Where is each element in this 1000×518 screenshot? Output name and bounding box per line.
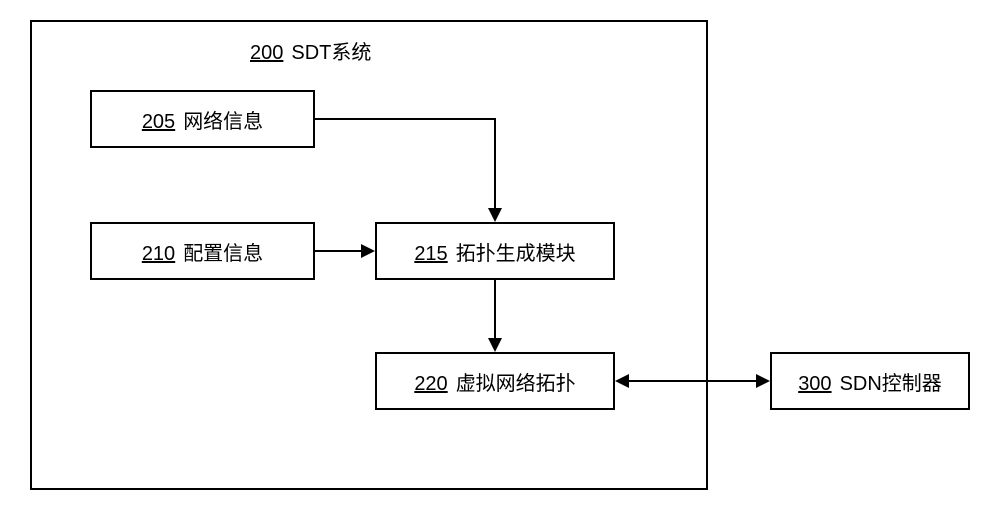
- node-virt-topo: 220 虚拟网络拓扑: [375, 352, 615, 410]
- net-info-id: 205: [142, 111, 175, 134]
- edge-netinfo-topogen-v: [494, 118, 496, 208]
- config-info-id: 210: [142, 243, 175, 266]
- edge-virt-sdn: [629, 380, 756, 382]
- sdn-ctrl-label: SDN控制器: [840, 367, 942, 396]
- virt-topo-id: 220: [414, 373, 447, 396]
- node-sdn-controller: 300 SDN控制器: [770, 352, 970, 410]
- edge-virt-sdn-arrow-left: [615, 374, 629, 388]
- edge-virt-sdn-arrow-right: [756, 374, 770, 388]
- config-info-label: 配置信息: [183, 237, 263, 266]
- virt-topo-label: 虚拟网络拓扑: [456, 367, 576, 396]
- edge-config-topogen: [315, 250, 361, 252]
- edge-topogen-virt: [494, 280, 496, 338]
- topo-gen-id: 215: [414, 243, 447, 266]
- sdn-ctrl-id: 300: [798, 373, 831, 396]
- sdt-id: 200: [250, 42, 283, 64]
- node-topo-gen: 215 拓扑生成模块: [375, 222, 615, 280]
- edge-topogen-virt-arrow: [488, 338, 502, 352]
- sdt-system-title: 200 SDT系统: [250, 36, 371, 65]
- edge-netinfo-topogen-arrow: [488, 208, 502, 222]
- sdt-label: SDT系统: [291, 42, 371, 64]
- edge-config-topogen-arrow: [361, 244, 375, 258]
- edge-netinfo-topogen-h: [315, 118, 496, 120]
- node-config-info: 210 配置信息: [90, 222, 315, 280]
- topo-gen-label: 拓扑生成模块: [456, 237, 576, 266]
- net-info-label: 网络信息: [183, 105, 263, 134]
- node-net-info: 205 网络信息: [90, 90, 315, 148]
